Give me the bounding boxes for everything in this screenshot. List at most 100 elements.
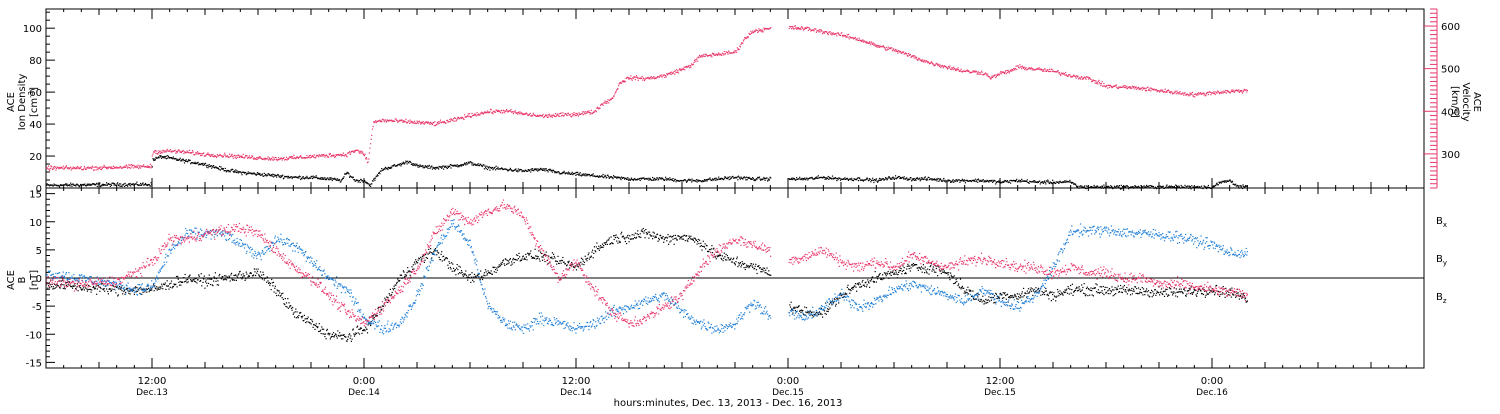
velocity-series-point [217, 154, 218, 155]
velocity-series-point [685, 67, 686, 68]
velocity-series-point [575, 115, 576, 116]
velocity-series-point [156, 151, 157, 152]
bx-series-point [240, 271, 241, 272]
ion-density-series-point [154, 158, 155, 159]
velocity-series-point [673, 72, 674, 73]
ion-density-series-point [184, 162, 185, 163]
ion-density-series-point [985, 180, 986, 181]
ion-density-series-point [418, 165, 419, 166]
bx-series-point [437, 250, 438, 251]
bx-series-point [582, 264, 583, 265]
ion-density-series-point [1016, 179, 1017, 180]
ion-density-series-point [728, 177, 729, 178]
velocity-series-point [450, 121, 451, 122]
ion-density-series-point [484, 165, 485, 166]
ion-density-series-point [152, 158, 153, 159]
bx-series-point [272, 285, 273, 286]
ion-density-series-point [368, 183, 369, 184]
velocity-series-point [258, 158, 259, 159]
velocity-series-point [513, 113, 514, 114]
bx-series-point [136, 287, 137, 288]
bx-series-point [595, 251, 596, 252]
bx-series-point [471, 277, 472, 278]
ion-density-series-point [1181, 185, 1182, 186]
ion-density-series-point [945, 181, 946, 182]
velocity-series-point [502, 112, 503, 113]
bx-series-point [422, 256, 423, 257]
velocity-series-point [155, 153, 156, 154]
velocity-series-point [76, 168, 77, 169]
velocity-series-point [758, 31, 759, 32]
velocity-series-point [1150, 90, 1151, 91]
velocity-series-point [379, 120, 380, 121]
ion-density-series-point [487, 169, 488, 170]
ion-density-series-point [624, 177, 625, 178]
velocity-series-point [306, 155, 307, 156]
ion-density-series-point [836, 180, 837, 181]
velocity-series-point [60, 168, 61, 169]
velocity-series-point [1099, 82, 1100, 83]
bx-series-point [669, 241, 670, 242]
bx-series-point [53, 286, 54, 287]
bx-series-point [476, 277, 477, 278]
ion-density-series-point [385, 167, 386, 168]
bx-series-point [517, 260, 518, 261]
velocity-series-point [362, 151, 363, 152]
ion-density-series-point [303, 176, 304, 177]
velocity-series-point [1022, 66, 1023, 67]
ion-density-series-point [369, 185, 370, 186]
bx-series-point [528, 253, 529, 254]
velocity-series-point [955, 70, 956, 71]
bx-series-point [106, 288, 107, 289]
ion-density-series-point [792, 179, 793, 180]
velocity-series-point [879, 47, 880, 48]
velocity-series-point [828, 34, 829, 35]
bx-series-point [498, 267, 499, 268]
ion-density-series-point [349, 177, 350, 178]
ion-density-series-point [496, 166, 497, 167]
ion-density-series-point [211, 168, 212, 169]
bx-series-point [292, 310, 293, 311]
ion-density-series-point [770, 177, 771, 178]
velocity-series-point [80, 168, 81, 169]
velocity-series-point [588, 112, 589, 113]
velocity-series-point [1025, 67, 1026, 68]
velocity-series-point [344, 155, 345, 156]
velocity-series-point [346, 155, 347, 156]
velocity-series-point [846, 36, 847, 37]
ion-density-series-point [211, 165, 212, 166]
velocity-series-point [974, 71, 975, 72]
bx-series-point [322, 329, 323, 330]
velocity-series-point [942, 65, 943, 66]
ion-density-series-point [802, 179, 803, 180]
bx-series-point [245, 280, 246, 281]
bx-series-point [240, 277, 241, 278]
ion-density-series-point [410, 162, 411, 163]
velocity-series-point [246, 155, 247, 156]
velocity-series-point [478, 115, 479, 116]
velocity-series-point [1238, 89, 1239, 90]
bx-series-point [80, 287, 81, 288]
ion-density-series-point [521, 169, 522, 170]
bx-series-point [355, 334, 356, 335]
ion-density-series-point [376, 176, 377, 177]
velocity-series-point [510, 111, 511, 112]
ion-density-series-point [220, 166, 221, 167]
velocity-series-point [449, 121, 450, 122]
bx-series-point [320, 330, 321, 331]
velocity-series-point [736, 52, 737, 53]
ion-density-series-point [1197, 186, 1198, 187]
velocity-series-point [1075, 76, 1076, 77]
velocity-series-point [888, 47, 889, 48]
ion-density-series-point [450, 164, 451, 165]
ion-density-series-point [959, 182, 960, 183]
bx-series-point [190, 275, 191, 276]
bx-series-point [314, 329, 315, 330]
velocity-series-point [96, 169, 97, 170]
velocity-series-point [886, 47, 887, 48]
ion-density-series-point [1132, 186, 1133, 187]
bx-series-point [548, 256, 549, 257]
velocity-series-point [326, 155, 327, 156]
velocity-series-point [207, 152, 208, 153]
ion-density-series-point [544, 168, 545, 169]
